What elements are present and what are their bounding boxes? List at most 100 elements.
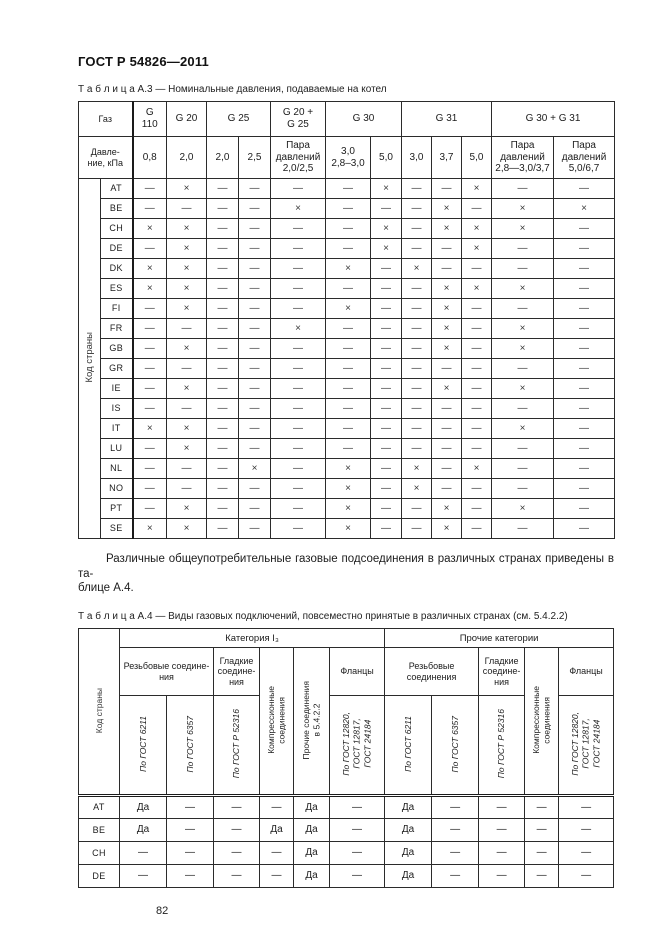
- country-code: PT: [100, 498, 134, 519]
- value-cell: —: [328, 864, 386, 889]
- mark-cell: —: [401, 358, 432, 379]
- mark-cell: ×: [325, 298, 371, 319]
- mark-cell: —: [325, 318, 371, 339]
- mark-cell: ×: [401, 478, 432, 499]
- mark-cell: —: [238, 278, 271, 299]
- mark-cell: —: [206, 278, 239, 299]
- mark-cell: ×: [166, 218, 207, 239]
- mark-cell: ×: [325, 458, 371, 479]
- mark-cell: —: [370, 198, 402, 219]
- mark-cell: —: [401, 398, 432, 419]
- table-a4: Код страны Категория I₃ Прочие категории…: [78, 628, 615, 889]
- mark-cell: —: [553, 478, 616, 499]
- mark-cell: ×: [460, 278, 493, 299]
- gost-6357-label: По ГОСТ 6357: [449, 715, 460, 773]
- mark-cell: ×: [325, 498, 371, 519]
- mark-cell: —: [206, 418, 239, 439]
- gas-g110: G 110: [132, 101, 167, 137]
- table-row: ES × × — — — — — — × × × —: [79, 278, 616, 299]
- gost-6357-label: По ГОСТ 6357: [184, 715, 195, 773]
- mark-cell: —: [238, 438, 271, 459]
- country-code: BE: [100, 198, 134, 219]
- gost-flange-header: По ГОСТ 12820, ГОСТ 12817, ГОСТ 24184: [328, 695, 386, 797]
- mark-cell: —: [431, 178, 462, 199]
- mark-cell: ×: [166, 178, 207, 199]
- mark-cell: —: [460, 498, 493, 519]
- mark-cell: —: [132, 498, 167, 519]
- mark-cell: —: [553, 418, 616, 439]
- mark-cell: ×: [132, 518, 167, 539]
- mark-cell: —: [370, 358, 402, 379]
- mark-cell: —: [460, 398, 493, 419]
- mark-cell: —: [553, 438, 616, 459]
- mark-cell: —: [238, 338, 271, 359]
- table-row: IT × × — — — — — — — — × —: [79, 418, 616, 439]
- table-row: NL — — — × — × — × — × — —: [79, 458, 616, 479]
- mark-cell: —: [325, 378, 371, 399]
- mark-cell: —: [270, 438, 326, 459]
- mark-cell: —: [553, 278, 616, 299]
- flanges-header-i3: Фланцы: [328, 647, 386, 697]
- mark-cell: —: [206, 238, 239, 259]
- mark-cell: —: [270, 518, 326, 539]
- mark-cell: —: [238, 298, 271, 319]
- mark-cell: —: [270, 358, 326, 379]
- mark-cell: —: [325, 418, 371, 439]
- pressure-cell: 0,8: [132, 136, 167, 179]
- value-cell: —: [558, 794, 615, 820]
- value-cell: —: [478, 794, 526, 820]
- mark-cell: ×: [431, 338, 462, 359]
- mark-cell: —: [238, 218, 271, 239]
- mark-cell: —: [238, 418, 271, 439]
- country-code-side-label: Код страны: [78, 178, 101, 539]
- pressure-label-cell: Давле- ние, кПа: [78, 136, 134, 179]
- country-code: CH: [78, 841, 120, 866]
- mark-cell: —: [460, 438, 493, 459]
- table-row: DE — × — — — — × — — × — —: [79, 238, 616, 259]
- country-code: IE: [100, 378, 134, 399]
- mark-cell: —: [238, 178, 271, 199]
- mark-cell: ×: [132, 278, 167, 299]
- mark-cell: —: [431, 258, 462, 279]
- mark-cell: —: [431, 438, 462, 459]
- mark-cell: —: [132, 198, 167, 219]
- table-row: IE — × — — — — — — × — × —: [79, 378, 616, 399]
- table-row: GB — × — — — — — — × — × —: [79, 338, 616, 359]
- pressure-cell: 2,0: [206, 136, 239, 179]
- value-cell: —: [558, 841, 615, 866]
- pressure-cell: 3,7: [431, 136, 462, 179]
- mark-cell: —: [206, 378, 239, 399]
- table-row: PT — × — — — × — — × — × —: [79, 498, 616, 519]
- value-cell: Да: [119, 818, 167, 843]
- mark-cell: ×: [460, 178, 493, 199]
- mark-cell: —: [270, 238, 326, 259]
- mark-cell: —: [401, 518, 432, 539]
- value-cell: —: [431, 818, 480, 843]
- mark-cell: —: [238, 378, 271, 399]
- flanges-header-other: Фланцы: [558, 647, 615, 697]
- value-cell: —: [119, 841, 167, 866]
- country-code: IT: [100, 418, 134, 439]
- value-cell: Да: [293, 864, 330, 889]
- mark-cell: ×: [166, 278, 207, 299]
- gost-6211-header: По ГОСТ 6211: [119, 695, 167, 797]
- value-cell: —: [478, 818, 526, 843]
- mark-cell: —: [460, 518, 493, 539]
- mark-cell: ×: [491, 338, 555, 359]
- mark-cell: ×: [491, 218, 555, 239]
- mark-cell: —: [238, 318, 271, 339]
- mark-cell: —: [206, 458, 239, 479]
- mark-cell: —: [270, 498, 326, 519]
- mark-cell: ×: [370, 218, 402, 239]
- mark-cell: —: [370, 418, 402, 439]
- value-cell: —: [478, 841, 526, 866]
- mark-cell: —: [401, 438, 432, 459]
- country-code: CH: [100, 218, 134, 239]
- mark-cell: —: [325, 278, 371, 299]
- mark-cell: —: [460, 318, 493, 339]
- mark-cell: —: [553, 238, 616, 259]
- threaded-header-other: Резьбовые соединения: [384, 647, 480, 697]
- mark-cell: —: [553, 518, 616, 539]
- mark-cell: —: [325, 178, 371, 199]
- document-title: ГОСТ Р 54826—2011: [78, 54, 209, 69]
